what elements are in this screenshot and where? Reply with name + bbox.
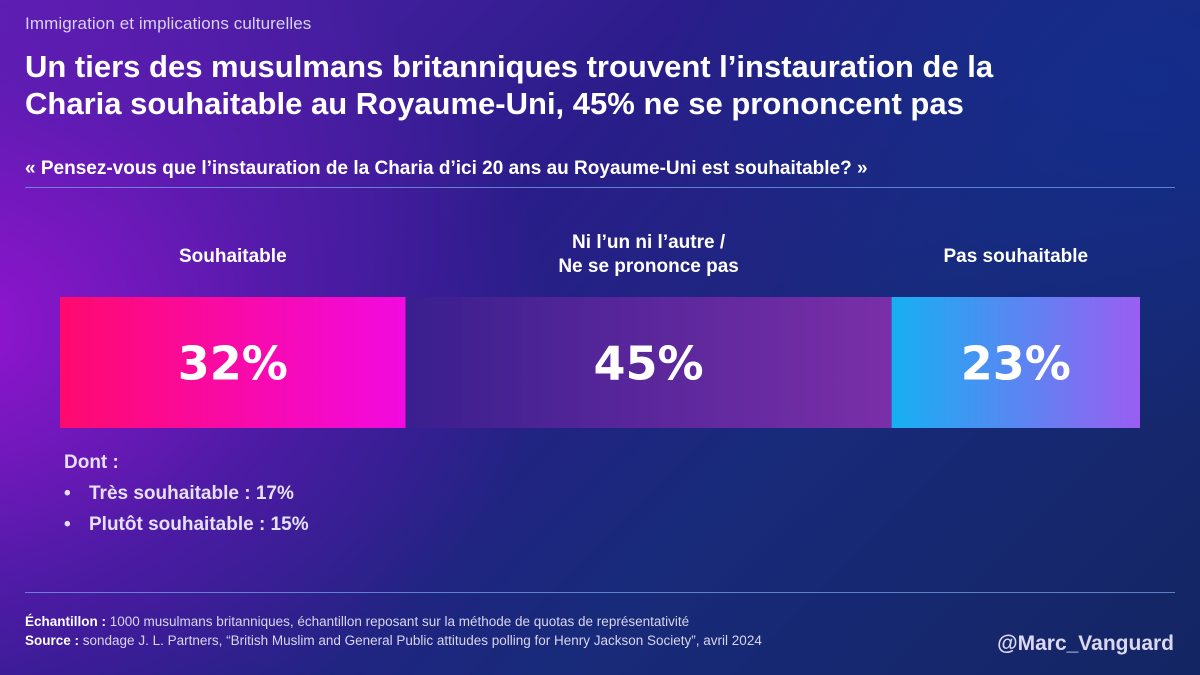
divider-bottom bbox=[25, 592, 1175, 593]
bar-segment bbox=[60, 297, 406, 428]
detail-item-text: Plutôt souhaitable : 15% bbox=[89, 514, 309, 535]
category-label: Souhaitable bbox=[179, 246, 287, 267]
detail-block: Dont : • Très souhaitable : 17% • Plutôt… bbox=[64, 452, 309, 545]
source-text: sondage J. L. Partners, “British Muslim … bbox=[79, 633, 762, 648]
author-handle: @Marc_Vanguard bbox=[997, 632, 1174, 655]
sample-line: Échantillon : 1000 musulmans britannique… bbox=[25, 612, 762, 631]
category-label: Pas souhaitable bbox=[943, 246, 1088, 267]
headline: Un tiers des musulmans britanniques trou… bbox=[25, 48, 1155, 122]
category-label: Ne se prononce pas bbox=[558, 256, 739, 277]
headline-line-2: Charia souhaitable au Royaume-Uni, 45% n… bbox=[25, 86, 964, 121]
bullet-icon: • bbox=[64, 514, 71, 535]
bullet-icon: • bbox=[64, 483, 71, 504]
divider-top bbox=[25, 187, 1175, 188]
headline-line-1: Un tiers des musulmans britanniques trou… bbox=[25, 49, 994, 84]
source-label: Source : bbox=[25, 633, 80, 648]
detail-item: • Plutôt souhaitable : 15% bbox=[64, 514, 309, 536]
survey-question: « Pensez-vous que l’instauration de la C… bbox=[25, 158, 868, 179]
value-label: 32% bbox=[178, 337, 288, 391]
detail-list: • Très souhaitable : 17% • Plutôt souhai… bbox=[64, 483, 309, 536]
value-label: 23% bbox=[961, 337, 1071, 391]
sample-label: Échantillon : bbox=[25, 614, 106, 629]
value-label: 45% bbox=[594, 337, 704, 391]
detail-item: • Très souhaitable : 17% bbox=[64, 483, 309, 505]
detail-title: Dont : bbox=[64, 452, 119, 473]
bar-segment bbox=[891, 297, 1140, 428]
footnote: Échantillon : 1000 musulmans britannique… bbox=[25, 612, 762, 650]
bar-segment bbox=[405, 297, 892, 428]
source-line: Source : sondage J. L. Partners, “Britis… bbox=[25, 631, 762, 650]
category-label: Ni l’un ni l’autre / bbox=[572, 232, 726, 253]
detail-item-text: Très souhaitable : 17% bbox=[89, 483, 294, 504]
sample-text: 1000 musulmans britanniques, échantillon… bbox=[106, 614, 690, 629]
section-label: Immigration et implications culturelles bbox=[25, 14, 312, 33]
